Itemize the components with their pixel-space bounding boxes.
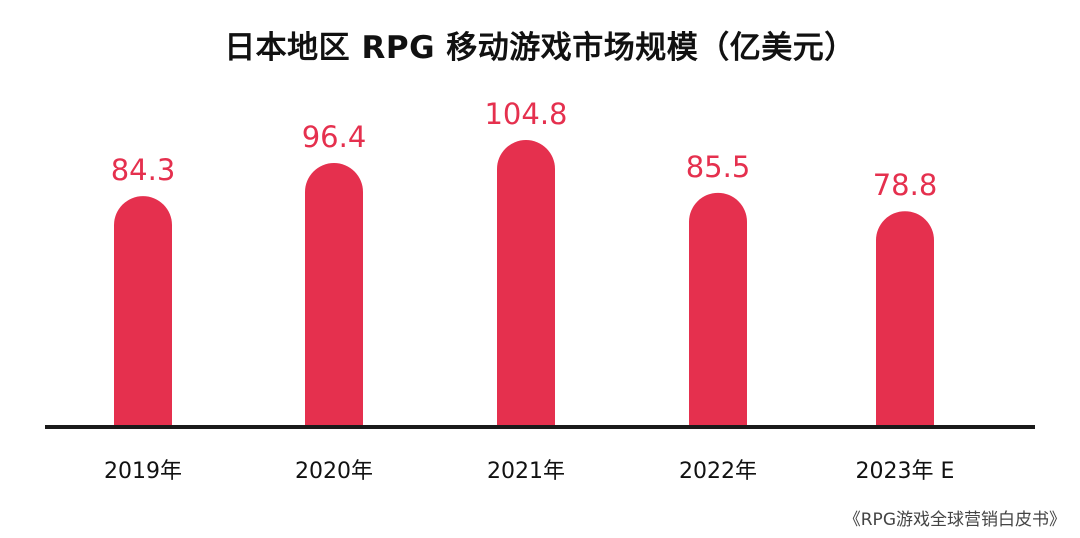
x-tick-label-0: 2019年	[104, 459, 182, 484]
x-tick-label-3: 2022年	[679, 459, 757, 484]
data-label-0: 84.3	[111, 153, 176, 187]
data-label-3: 85.5	[686, 150, 751, 184]
chart-title: 日本地区 RPG 移动游戏市场规模（亿美元）	[224, 30, 856, 66]
x-tick-labels-layer: 2019年 2020年 2021年 2022年 2023年 E	[104, 459, 954, 484]
bar-1	[305, 163, 363, 427]
bar-2	[497, 140, 555, 427]
bar-3	[689, 192, 747, 427]
data-labels-layer: 84.3 96.4 104.8 85.5 78.8	[111, 97, 938, 202]
bar-4	[876, 211, 934, 427]
x-tick-label-4: 2023年 E	[856, 459, 955, 484]
data-label-1: 96.4	[302, 120, 367, 154]
x-tick-label-2: 2021年	[487, 459, 565, 484]
source-note: 《RPG游戏全球营销白皮书》	[843, 510, 1066, 530]
data-label-2: 104.8	[484, 97, 567, 131]
bar-0	[114, 196, 172, 427]
data-label-4: 78.8	[873, 168, 938, 202]
bars-layer	[114, 140, 934, 427]
x-tick-label-1: 2020年	[295, 459, 373, 484]
